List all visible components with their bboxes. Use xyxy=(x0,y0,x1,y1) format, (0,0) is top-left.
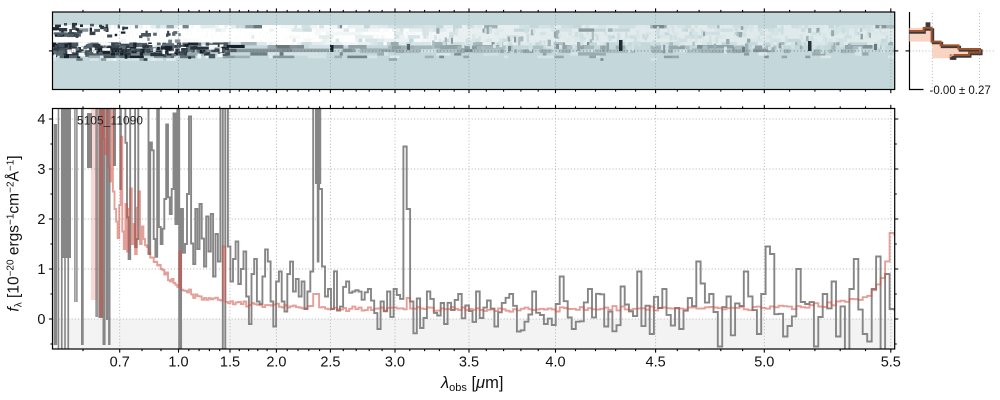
svg-text:2.0: 2.0 xyxy=(266,355,286,371)
svg-text:2.5: 2.5 xyxy=(320,355,340,371)
svg-text:5105_11090: 5105_11090 xyxy=(77,115,143,128)
svg-text:-0.00 ± 0.27: -0.00 ± 0.27 xyxy=(930,85,991,97)
svg-text:3: 3 xyxy=(37,162,45,178)
svg-text:5.5: 5.5 xyxy=(881,355,901,371)
svg-text:3.0: 3.0 xyxy=(385,355,405,371)
svg-text:1.5: 1.5 xyxy=(220,355,240,371)
svg-text:4.5: 4.5 xyxy=(646,355,666,371)
svg-text:0.7: 0.7 xyxy=(110,355,130,371)
svg-text:2: 2 xyxy=(37,212,45,228)
svg-text:1: 1 xyxy=(37,262,45,278)
svg-text:5.0: 5.0 xyxy=(754,355,774,371)
svg-text:4.0: 4.0 xyxy=(545,355,565,371)
svg-text:4: 4 xyxy=(37,112,45,128)
svg-text:3.5: 3.5 xyxy=(459,355,479,371)
svg-text:1.0: 1.0 xyxy=(168,355,188,371)
svg-text:0: 0 xyxy=(37,312,45,328)
